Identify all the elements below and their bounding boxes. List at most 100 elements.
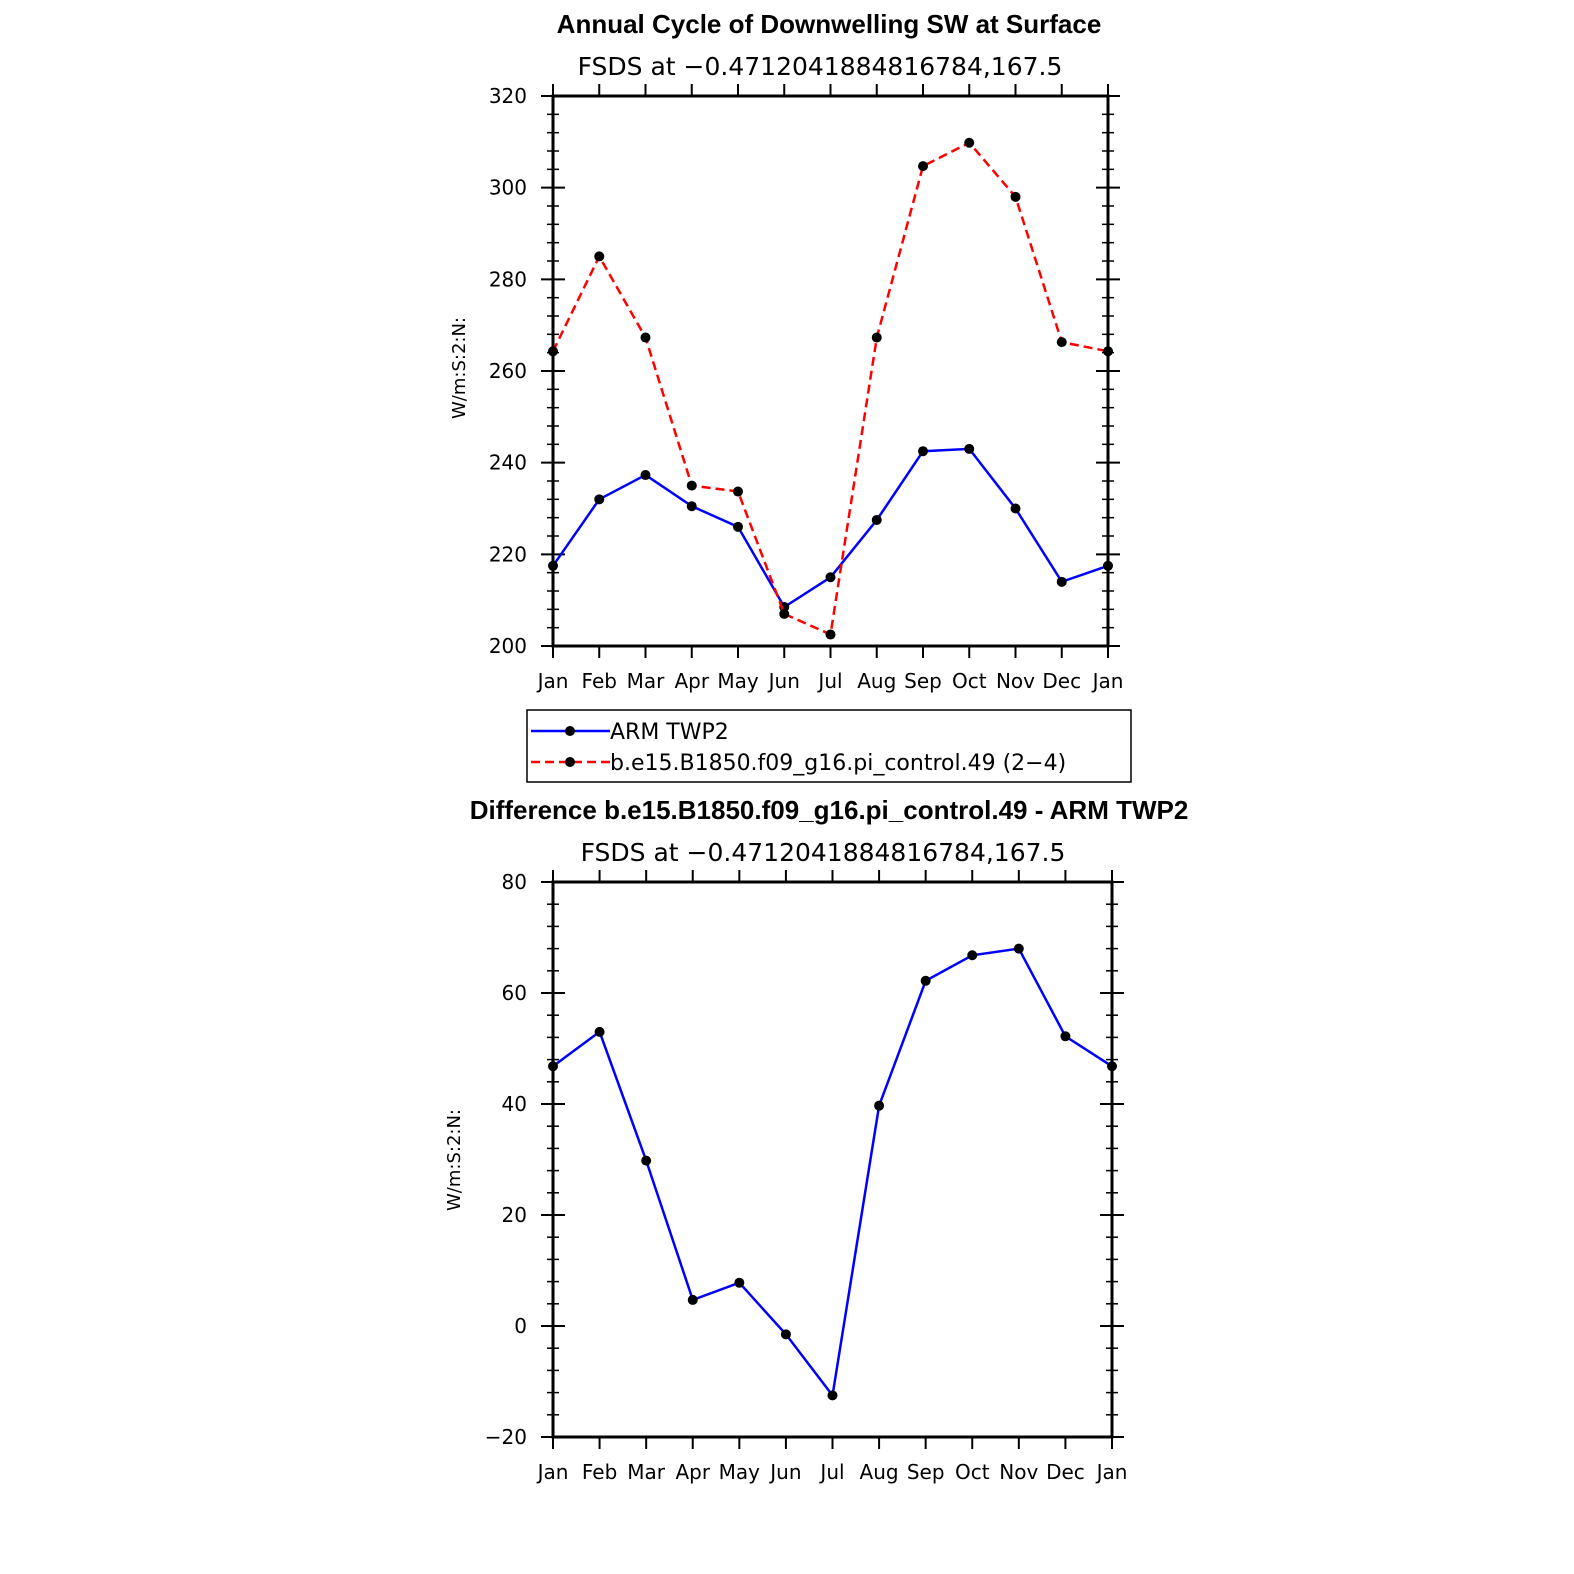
axis-ticks: Jan Feb Mar Apr May Jun Jul Aug Sep Oct Nov Dec Jan 2…	[489, 84, 1124, 693]
data-point	[548, 1061, 558, 1072]
x-tick-label: Sep	[907, 1460, 945, 1484]
annual-cycle-chart: Annual Cycle of Downwelling SW at Surfac…	[449, 9, 1123, 693]
x-tick-label: Nov	[996, 669, 1035, 693]
y-tick-label: 200	[489, 634, 527, 658]
x-tick-label: Jan	[536, 669, 569, 693]
y-tick-label: 260	[489, 359, 527, 383]
x-tick-label: May	[717, 669, 759, 693]
data-point	[1103, 560, 1113, 571]
data-point	[827, 1390, 838, 1401]
x-tick-label: Mar	[627, 669, 666, 693]
series-line	[551, 447, 1109, 609]
x-tick-label: Jun	[767, 669, 800, 693]
data-point	[687, 1294, 698, 1305]
data-point	[733, 521, 743, 532]
x-tick-label: Oct	[955, 1460, 990, 1484]
x-tick-label: Aug	[860, 1460, 899, 1484]
data-point	[920, 975, 931, 986]
data-point	[548, 346, 558, 357]
data-point	[874, 1100, 885, 1111]
y-tick-label: 20	[502, 1203, 527, 1227]
x-tick-label: Jul	[818, 1460, 844, 1484]
x-tick-label: Feb	[582, 1460, 617, 1484]
data-point	[871, 332, 882, 343]
x-tick-label: Jan	[536, 1460, 569, 1484]
data-point	[548, 560, 558, 571]
data-point	[1103, 346, 1113, 357]
x-tick-label: Feb	[582, 669, 617, 693]
legend: ARM TWP2 b.e15.B1850.f09_g16.pi_control.…	[526, 709, 1132, 783]
series-line	[551, 141, 1109, 637]
data-point	[825, 629, 836, 640]
x-tick-label: Jul	[816, 669, 842, 693]
chart-subtitle: FSDS at −0.4712041884816784,167.5	[581, 838, 1066, 867]
data-point	[686, 501, 697, 512]
data-point	[594, 494, 605, 505]
x-tick-label: Apr	[674, 669, 709, 693]
legend-box	[526, 709, 1132, 783]
y-tick-label: 0	[514, 1314, 527, 1338]
y-tick-label: 280	[489, 267, 527, 291]
plot-frame	[551, 94, 1110, 648]
data-point	[640, 470, 651, 481]
legend-label-model: b.e15.B1850.f09_g16.pi_control.49 (2−4)	[610, 751, 1066, 776]
x-tick-label: Jan	[1091, 669, 1124, 693]
chart-subtitle: FSDS at −0.4712041884816784,167.5	[578, 52, 1063, 81]
x-tick-label: Aug	[857, 669, 896, 693]
data-point	[825, 572, 836, 583]
y-tick-label: 60	[502, 981, 527, 1005]
legend-marker-model	[565, 757, 575, 767]
y-tick-label: 320	[489, 84, 527, 108]
data-point	[918, 161, 928, 172]
x-tick-label: Oct	[952, 669, 987, 693]
series-line	[552, 947, 1113, 1399]
data-point	[686, 480, 697, 491]
x-tick-label: Apr	[675, 1460, 710, 1484]
x-tick-label: Dec	[1042, 669, 1081, 693]
y-tick-label: 40	[502, 1092, 527, 1116]
data-point	[1013, 943, 1024, 954]
data-point	[964, 137, 975, 148]
data-point	[964, 443, 975, 454]
data-point	[1010, 191, 1021, 202]
y-tick-label: 300	[489, 176, 527, 200]
legend-label-arm: ARM TWP2	[610, 720, 729, 745]
y-axis-label: W/m:S:2:N:	[444, 1109, 465, 1211]
data-point	[1056, 576, 1067, 587]
data-point	[918, 446, 928, 457]
x-tick-label: Sep	[904, 669, 942, 693]
legend-marker-arm	[565, 726, 575, 736]
y-tick-label: 80	[502, 870, 527, 894]
data-point	[1060, 1031, 1071, 1042]
difference-chart: Difference b.e15.B1850.f09_g16.pi_contro…	[444, 795, 1188, 1484]
x-tick-label: Dec	[1046, 1460, 1085, 1484]
chart-title: Annual Cycle of Downwelling SW at Surfac…	[557, 9, 1102, 39]
y-tick-label: −20	[485, 1425, 527, 1449]
data-point	[1056, 337, 1067, 348]
y-axis-label: W/m:S:2:N:	[449, 317, 470, 419]
data-point	[594, 251, 605, 262]
x-tick-label: Jan	[1095, 1460, 1128, 1484]
chart-title: Difference b.e15.B1850.f09_g16.pi_contro…	[470, 795, 1189, 825]
data-point	[734, 1277, 745, 1288]
data-point	[780, 1329, 791, 1340]
y-tick-label: 240	[489, 451, 527, 475]
series-layer	[548, 943, 1117, 1401]
data-point	[594, 1026, 605, 1037]
x-tick-label: May	[719, 1460, 761, 1484]
x-tick-label: Jun	[768, 1460, 801, 1484]
data-point	[779, 608, 790, 619]
y-tick-label: 220	[489, 542, 527, 566]
data-point	[1107, 1061, 1117, 1072]
x-tick-label: Mar	[627, 1460, 666, 1484]
series-layer	[548, 137, 1113, 640]
data-point	[733, 486, 743, 497]
data-point	[1010, 503, 1021, 514]
data-point	[641, 1155, 652, 1166]
axis-ticks: Jan Feb Mar Apr May Jun Jul Aug Sep Oct Nov Dec Jan−…	[485, 870, 1128, 1484]
data-point	[640, 332, 651, 343]
x-tick-label: Nov	[999, 1460, 1038, 1484]
data-point	[967, 950, 978, 961]
data-point	[871, 514, 882, 525]
